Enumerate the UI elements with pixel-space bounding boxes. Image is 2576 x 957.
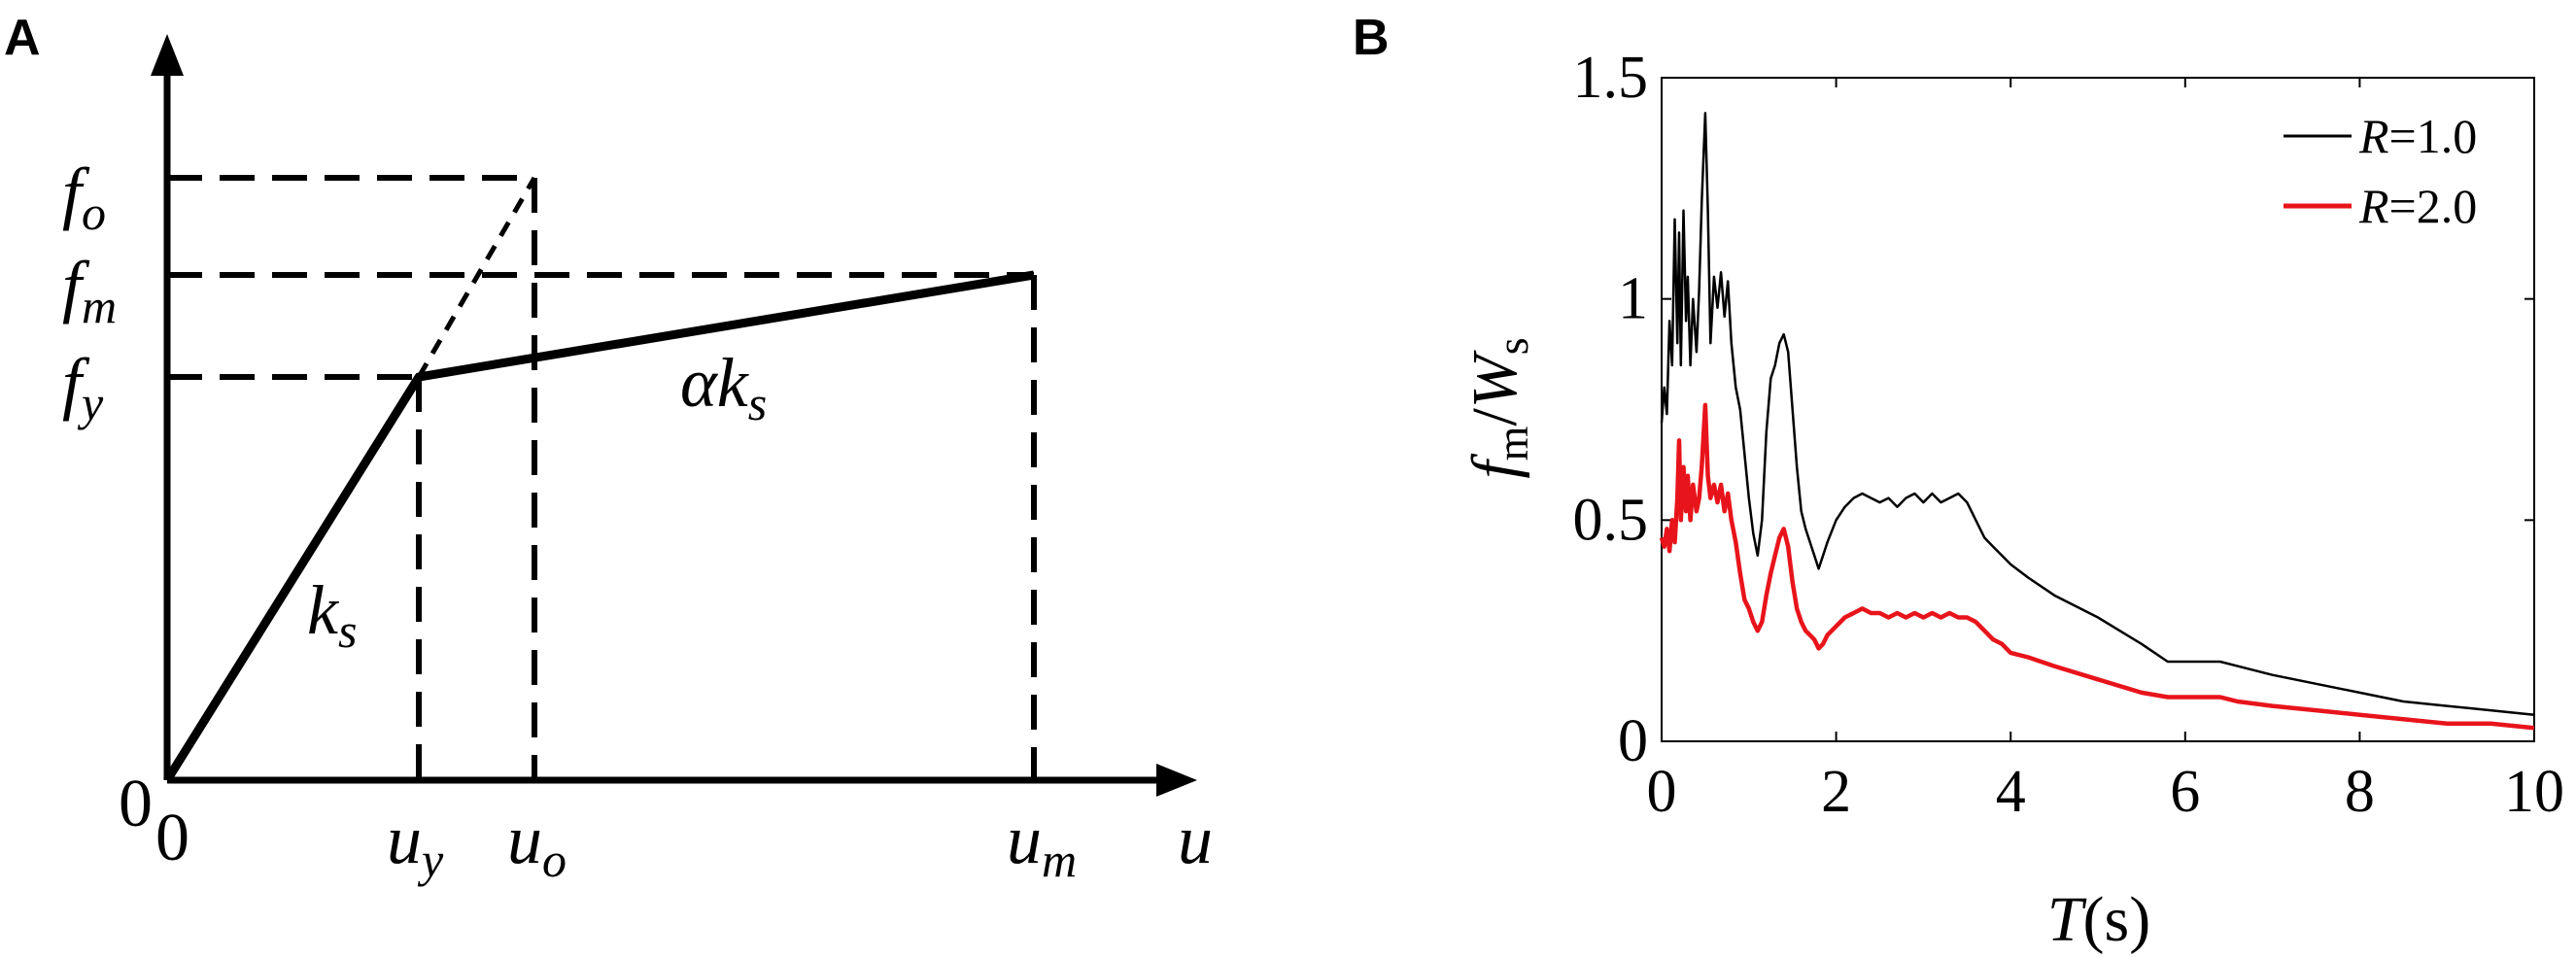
x-tick-label: 6 [2170,759,2200,825]
fy-label: fy [62,344,104,430]
origin-y-label: 0 [119,767,153,841]
y-tick-label: 1.5 [1573,45,1649,111]
series-layer [1659,112,2535,731]
um-label: um [1007,801,1077,887]
x-axis-arrow [1156,764,1197,797]
u-axis-label: u [1178,801,1213,878]
uo-label: uo [507,801,567,887]
origin-x-label: 0 [155,801,189,875]
y-axis-title: fm/Ws [1460,337,1537,478]
legend-label-r1: R=1.0 [2358,109,2477,163]
y-tick-label: 1 [1618,266,1648,332]
legend-label-r2: R=2.0 [2358,179,2477,233]
panel-a-label: A [4,10,41,66]
tick-marks [1661,77,2535,742]
panel-a: A 0 0 fo fm fy uy uo um u ks αks [4,10,1213,887]
panel-b-label: B [1353,10,1390,66]
x-tick-label: 2 [1821,759,1851,825]
tick-labels: 0 2 4 6 8 10 0 0.5 1 1.5 [1573,45,2565,825]
series-line-r2 [1659,402,2535,731]
dashed-guides [167,175,1037,780]
x-tick-label: 4 [1996,759,2026,825]
panel-b: B 0 2 4 6 8 10 0 0.5 1 1.5 T(s) fm/Ws R=1.0 R=2.0 [1353,10,2564,955]
x-tick-label: 0 [1647,759,1677,825]
y-tick-label: 0.5 [1573,487,1649,553]
fm-label: fm [62,247,117,333]
y-tick-label: 0 [1618,708,1648,774]
series-line-r1 [1660,112,2535,716]
x-tick-label: 8 [2345,759,2375,825]
alpha-ks-label: αks [680,344,767,430]
uy-label: uy [387,801,444,887]
legend: R=1.0 R=2.0 [2284,109,2477,233]
y-axis-arrow [151,34,184,76]
x-tick-label: 10 [2504,759,2564,825]
bilinear-curve [163,270,1035,783]
x-axis-title: T(s) [2047,884,2150,955]
ks-label: ks [307,571,357,658]
elastic-extension-dash [416,176,537,379]
fo-label: fo [62,154,106,240]
